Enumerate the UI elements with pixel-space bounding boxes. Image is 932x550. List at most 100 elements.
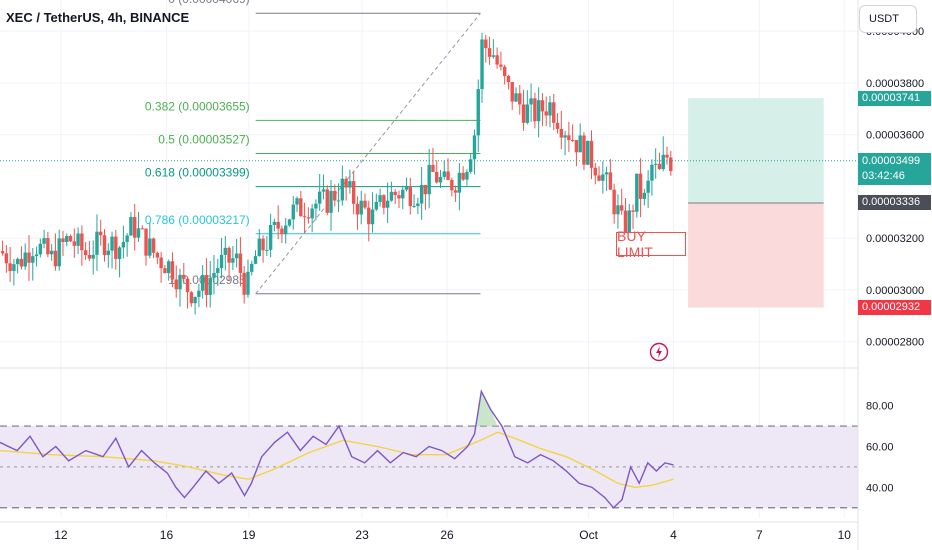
candle-body: [295, 198, 299, 205]
candle-body: [38, 243, 43, 255]
candle-body: [125, 235, 129, 242]
candle-body: [333, 190, 337, 201]
lightning-icon[interactable]: [649, 342, 669, 362]
candle-body: [91, 254, 95, 259]
candle-body: [302, 216, 307, 218]
candle-body: [250, 263, 254, 272]
candle-body: [544, 111, 548, 116]
candle-body: [306, 217, 311, 219]
candle-body: [83, 250, 88, 255]
candle-body: [31, 256, 35, 263]
candle-body: [442, 171, 446, 177]
candle-body: [65, 236, 69, 243]
candle-body: [401, 189, 405, 199]
candle-body: [0, 251, 5, 254]
candle-body: [80, 233, 84, 251]
candle-body: [510, 82, 514, 102]
candle-body: [548, 102, 552, 116]
long-position-tool[interactable]: [688, 98, 824, 308]
candle-body: [552, 102, 556, 123]
candle-body: [268, 224, 273, 250]
candle-body: [570, 140, 575, 142]
candle-body: [604, 172, 609, 175]
symbol-title[interactable]: XEC / TetherUS, 4h, BINANCE: [4, 10, 192, 25]
rsi-tick-label: 60.00: [866, 442, 894, 454]
candle-body: [623, 210, 628, 240]
candle-body: [257, 238, 261, 257]
candle-body: [389, 191, 394, 201]
countdown-label: 03:42:46: [862, 169, 905, 182]
candle-body: [299, 198, 303, 217]
candle-body: [329, 190, 333, 213]
candle-body: [238, 253, 243, 273]
candle-body: [536, 100, 541, 122]
time-tick-label: 16: [160, 528, 174, 542]
candle-body: [650, 164, 654, 181]
candle-body: [461, 172, 465, 180]
candle-body: [284, 225, 288, 235]
candle-body: [559, 128, 564, 138]
candle-body: [76, 233, 80, 246]
candle-body: [53, 250, 58, 267]
candle-body: [310, 208, 314, 219]
time-tick-label: 12: [54, 528, 68, 542]
candle-body: [227, 247, 231, 263]
candle-body: [61, 238, 65, 243]
candle-body: [491, 55, 496, 57]
candle-body: [174, 279, 178, 290]
candle-body: [393, 191, 397, 196]
candle-body: [661, 154, 665, 170]
candle-body: [472, 135, 477, 160]
candle-body: [620, 205, 624, 211]
candle-body: [204, 274, 209, 295]
stop-price-tag: 0.00002932: [858, 300, 931, 316]
candle-body: [450, 179, 454, 191]
price-tick-label: 0.00003600: [866, 130, 924, 142]
candle-body: [419, 184, 424, 204]
candle-body: [374, 201, 379, 210]
fib-level-label: 0.5 (0.00003527): [158, 133, 249, 147]
candle-body: [46, 238, 50, 255]
candle-body: [563, 135, 567, 138]
fibonacci-retracement[interactable]: 0 (0.00004069) 0.382 (0.00003655) 0.5 (0.0…: [145, 0, 481, 295]
time-tick-label: 26: [440, 528, 454, 542]
rsi-tick-label: 80.00: [866, 401, 894, 413]
candle-body: [95, 231, 99, 255]
price-tick-label: 0.00003000: [866, 285, 924, 297]
candle-body: [234, 253, 239, 259]
time-tick-label: Oct: [579, 528, 598, 542]
candle-body: [638, 173, 643, 199]
candle-body: [468, 159, 473, 172]
candle-body: [27, 252, 31, 263]
price-tick-label: 0.00003200: [866, 233, 924, 245]
candle-body: [404, 186, 409, 190]
candle-body: [121, 241, 126, 248]
candle-body: [476, 89, 480, 136]
candle-body: [314, 203, 318, 209]
candle-body: [608, 172, 613, 190]
currency-selector[interactable]: USDT: [859, 5, 917, 33]
candle-body: [193, 296, 197, 304]
candle-body: [642, 192, 647, 199]
candle-body: [163, 268, 167, 274]
candle-body: [265, 249, 269, 251]
candle-body: [657, 163, 662, 170]
candle-body: [378, 195, 382, 202]
candle-body: [344, 178, 348, 188]
candle-body: [117, 247, 122, 259]
candle-body: [246, 271, 250, 295]
candle-body: [102, 235, 107, 256]
candle-body: [144, 228, 148, 256]
candle-body: [287, 219, 292, 226]
time-tick-label: 4: [670, 528, 677, 542]
entry-price-tag: 0.00003336: [858, 195, 931, 211]
candle-body: [427, 164, 431, 195]
candle-body: [57, 238, 61, 267]
candle-body: [4, 253, 9, 264]
candle-body: [514, 93, 518, 102]
candle-body: [129, 217, 133, 236]
candle-body: [23, 252, 27, 267]
price-tick-label: 0.00002800: [866, 337, 924, 349]
buy-limit-annotation[interactable]: BUY LIMIT: [616, 228, 686, 260]
